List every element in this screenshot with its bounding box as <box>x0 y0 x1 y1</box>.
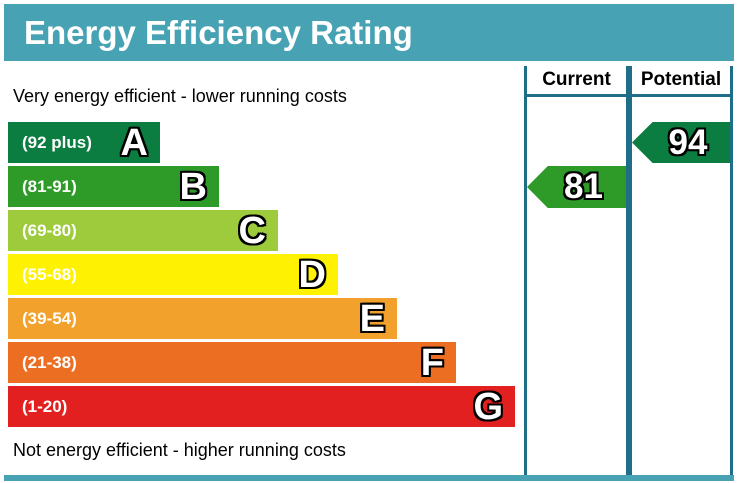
band-f-letter: F <box>420 341 444 384</box>
band-row-a: (92 plus) A <box>8 122 515 163</box>
bottom-border-strip <box>4 475 734 481</box>
band-d-bar: (55-68) D <box>8 254 338 295</box>
top-note: Very energy efficient - lower running co… <box>13 86 347 106</box>
band-a-letter: A <box>120 121 148 164</box>
page-title: Energy Efficiency Rating <box>24 13 413 51</box>
band-b-range-label: (81-91) <box>22 176 77 196</box>
current-column: Current <box>524 66 629 475</box>
band-d-letter: D <box>298 253 326 296</box>
title-bar: Energy Efficiency Rating <box>4 4 734 61</box>
current-rating-arrow: 81 <box>527 166 626 208</box>
band-c-range-label: (69-80) <box>22 220 77 240</box>
band-row-b: (81-91) B <box>8 166 515 207</box>
band-row-d: (55-68) D <box>8 254 515 295</box>
band-a-bar: (92 plus) A <box>8 122 160 163</box>
band-e-bar: (39-54) E <box>8 298 397 339</box>
band-b-bar: (81-91) B <box>8 166 219 207</box>
band-row-f: (21-38) F <box>8 342 515 383</box>
band-g-range-label: (1-20) <box>22 396 68 416</box>
band-f-range-label: (21-38) <box>22 352 77 372</box>
band-c-bar: (69-80) C <box>8 210 278 251</box>
potential-rating-arrow: 94 <box>632 122 730 163</box>
rating-bands: (92 plus) A (81-91) B (69-80) C (55-68) … <box>8 122 515 430</box>
band-a-range-label: (92 plus) <box>22 132 92 152</box>
band-g-bar: (1-20) G <box>8 386 515 427</box>
band-f-bar: (21-38) F <box>8 342 456 383</box>
current-column-header: Current <box>527 66 626 97</box>
current-rating-value: 81 <box>564 167 603 206</box>
band-row-e: (39-54) E <box>8 298 515 339</box>
band-c-letter: C <box>238 209 266 252</box>
band-g-letter: G <box>473 385 503 428</box>
bottom-note: Not energy efficient - higher running co… <box>13 440 346 460</box>
band-e-letter: E <box>359 297 385 340</box>
band-d-range-label: (55-68) <box>22 264 77 284</box>
potential-column-header: Potential <box>632 66 730 97</box>
potential-column: Potential <box>629 66 733 475</box>
band-row-g: (1-20) G <box>8 386 515 427</box>
band-row-c: (69-80) C <box>8 210 515 251</box>
band-b-letter: B <box>179 165 207 208</box>
band-e-range-label: (39-54) <box>22 308 77 328</box>
potential-rating-value: 94 <box>668 122 708 162</box>
